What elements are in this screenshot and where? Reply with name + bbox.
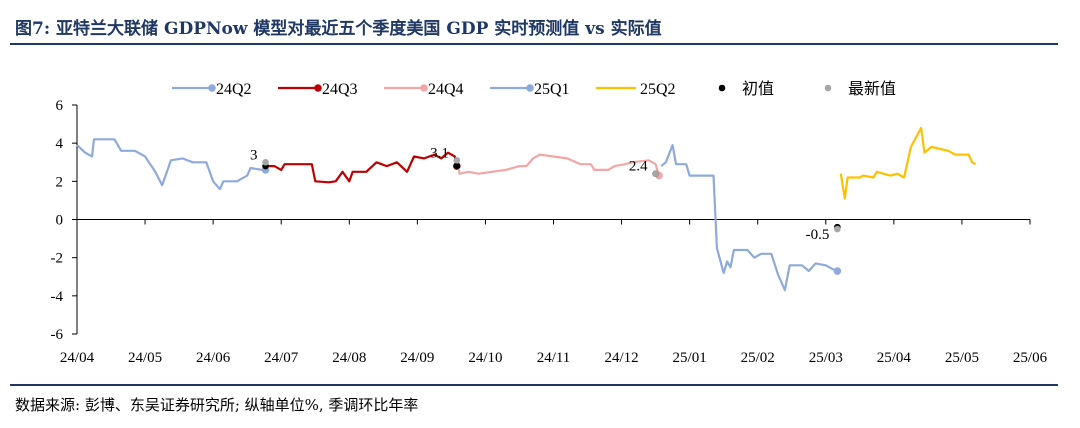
y-tick-label: 0 bbox=[56, 213, 64, 229]
legend-label-24q3: 24Q3 bbox=[322, 81, 358, 98]
legend-swatch-point bbox=[526, 84, 534, 92]
series-line-25q1 bbox=[660, 144, 838, 292]
x-tick-label: 25/02 bbox=[741, 350, 775, 366]
x-tick-label: 25/06 bbox=[1013, 350, 1048, 366]
latest-value-point bbox=[262, 158, 269, 166]
gdpnow-line-chart: -6 -4 -2 0 2 4 6 24/04 24/05 24/06 24/07 24/08 24/09… bbox=[51, 80, 1048, 366]
y-tick-label: 4 bbox=[56, 136, 64, 152]
legend-initial-label: 初值 bbox=[742, 80, 774, 98]
x-tick-label: 24/10 bbox=[468, 350, 502, 366]
x-tick-label: 24/09 bbox=[400, 350, 434, 366]
series-end-point-25q1 bbox=[833, 267, 842, 275]
x-tick-label: 25/01 bbox=[673, 350, 707, 366]
legend-latest-label: 最新值 bbox=[848, 80, 896, 98]
x-tick-label: 24/07 bbox=[264, 350, 299, 366]
y-tick-label: 2 bbox=[56, 174, 64, 190]
source-rule bbox=[10, 384, 1058, 386]
data-label: -0.5 bbox=[806, 227, 830, 243]
data-label: 2.4 bbox=[629, 159, 648, 175]
legend-label-25q1: 25Q1 bbox=[534, 81, 570, 98]
y-tick-label: -4 bbox=[51, 289, 64, 305]
series-line-25q2 bbox=[839, 126, 977, 200]
latest-value-point bbox=[834, 225, 841, 233]
series-line-24q4 bbox=[455, 153, 661, 176]
data-label: 3.1 bbox=[430, 145, 449, 161]
data-label: 3 bbox=[250, 147, 258, 163]
legend-label-24q4: 24Q4 bbox=[428, 81, 464, 98]
x-tick-label: 24/06 bbox=[196, 350, 231, 366]
title-rule bbox=[10, 43, 1058, 45]
x-tick-label: 24/05 bbox=[128, 350, 162, 366]
series-line-24q3 bbox=[265, 151, 458, 184]
y-tick-label: -2 bbox=[51, 251, 64, 267]
legend-initial-marker bbox=[718, 84, 726, 92]
legend-label-24q2: 24Q2 bbox=[216, 81, 252, 98]
x-tick-label: 25/05 bbox=[945, 350, 979, 366]
y-tick-label: -6 bbox=[51, 327, 64, 343]
x-tick-label: 24/12 bbox=[604, 350, 638, 366]
legend-latest-marker bbox=[824, 84, 832, 92]
source-note: 数据来源: 彭博、东吴证券研究所; 纵轴单位%, 季调环比年率 bbox=[15, 396, 419, 414]
x-tick-label: 25/03 bbox=[809, 350, 843, 366]
x-tick-label: 24/08 bbox=[332, 350, 366, 366]
x-tick-label: 25/04 bbox=[877, 350, 912, 366]
legend-swatch-point bbox=[208, 84, 216, 92]
figure-title: 图7: 亚特兰大联储 GDPNow 模型对最近五个季度美国 GDP 实时预测值 … bbox=[15, 19, 662, 39]
latest-value-point bbox=[453, 157, 461, 164]
series-line-24q2 bbox=[76, 138, 266, 191]
x-tick-label: 24/11 bbox=[537, 350, 571, 366]
y-tick-label: 6 bbox=[56, 98, 64, 114]
initial-value-point bbox=[453, 162, 461, 170]
legend-swatch-point bbox=[420, 84, 428, 92]
legend-swatch-point bbox=[314, 84, 322, 92]
legend-label-25q2: 25Q2 bbox=[640, 81, 676, 98]
latest-value-point bbox=[652, 170, 659, 177]
x-tick-label: 24/04 bbox=[60, 350, 95, 366]
